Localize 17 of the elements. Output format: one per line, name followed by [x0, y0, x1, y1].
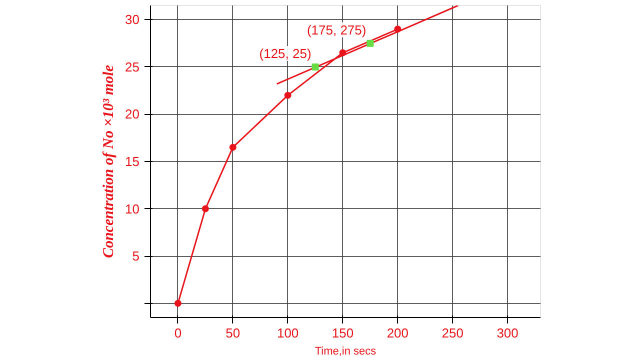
x-tick-label: 100 — [276, 326, 299, 340]
y-tick-label: 5 — [132, 248, 140, 264]
annotation: (175, 275) — [306, 22, 366, 38]
x-tick-label: 300 — [496, 326, 518, 340]
y-axis-title: Concentration of No ×10³ mole — [101, 64, 118, 258]
x-tick-label: 150 — [332, 326, 354, 340]
y-tick-label: 15 — [125, 154, 140, 169]
y-tick-label: 10 — [125, 201, 140, 216]
x-tick-label: 50 — [226, 326, 240, 340]
y-tick-label: 20 — [125, 106, 140, 122]
x-axis-title: Time,in secs — [314, 346, 377, 358]
x-tick-label: 250 — [442, 326, 464, 340]
y-tick-label: 30 — [125, 12, 140, 28]
x-tick-label: 200 — [386, 326, 409, 340]
annotation: (125, 25) — [259, 46, 312, 61]
x-tick-label: 0 — [174, 326, 182, 340]
y-tick-label: 25 — [125, 59, 140, 74]
